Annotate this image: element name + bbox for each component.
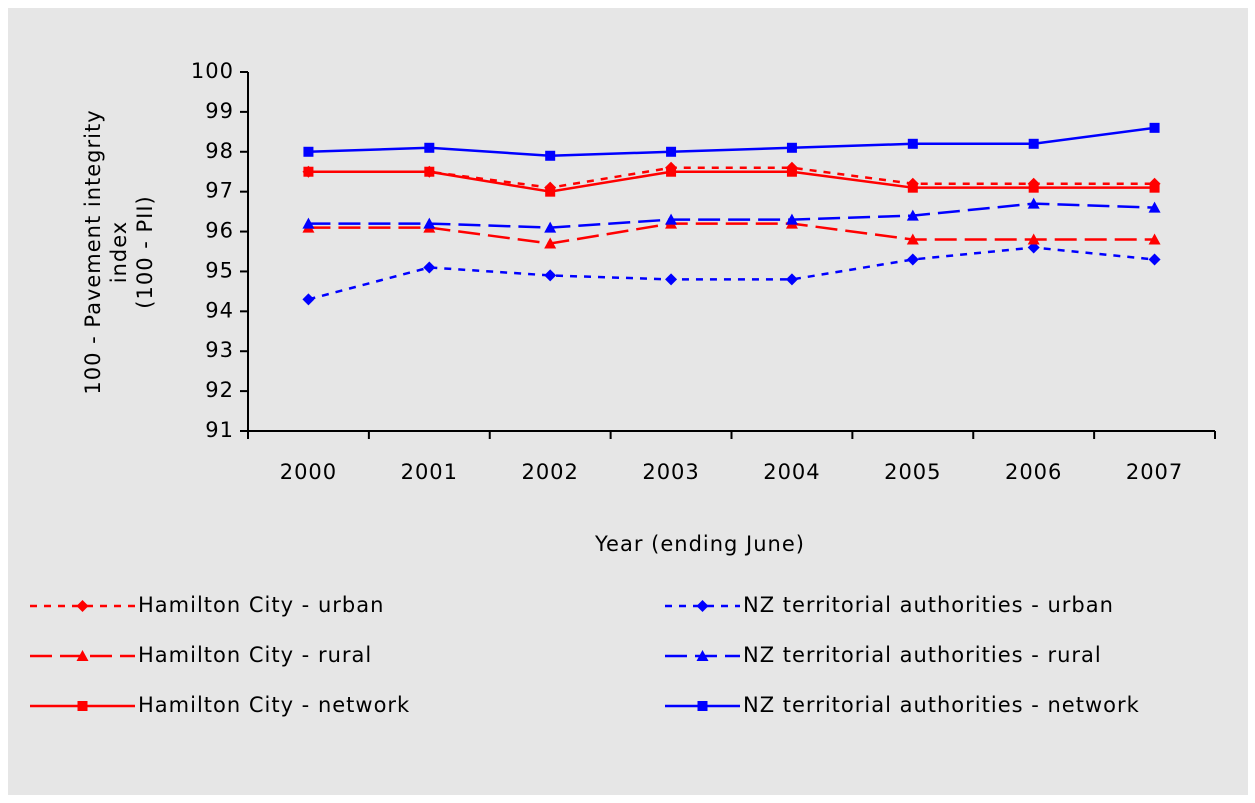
marker (665, 273, 678, 286)
x-tick-label: 2003 (642, 460, 699, 484)
marker (666, 146, 677, 157)
y-tick-label: 92 (205, 378, 234, 402)
marker (1028, 182, 1039, 193)
legend-label: Hamilton City - rural (138, 643, 372, 667)
y-tick-label: 96 (205, 219, 234, 243)
marker (544, 237, 557, 249)
marker (907, 138, 918, 149)
marker (1148, 201, 1161, 213)
marker (1148, 253, 1161, 266)
y-tick-label: 91 (205, 418, 234, 442)
y-tick-label: 99 (205, 99, 234, 123)
marker (1027, 197, 1040, 209)
marker (906, 253, 919, 266)
marker (906, 209, 919, 221)
x-tick-label: 2007 (1126, 460, 1183, 484)
y-axis-label-line: 100 - Pavement integrity (81, 109, 105, 394)
series-line (308, 170, 1155, 193)
marker (786, 166, 797, 177)
x-tick-label: 2000 (280, 460, 337, 484)
legend-label: NZ territorial authorities - network (743, 693, 1140, 717)
legend-marker (76, 650, 89, 661)
marker (786, 142, 797, 153)
legend-label: Hamilton City - urban (138, 593, 384, 617)
marker (1148, 233, 1161, 245)
y-axis-label: 100 - Pavement integrity index (100 - PI… (81, 109, 157, 394)
chart-background (8, 8, 1248, 795)
marker (906, 233, 919, 245)
marker (665, 213, 678, 225)
marker (423, 261, 436, 274)
y-tick-label: 95 (205, 258, 234, 282)
marker (666, 166, 677, 177)
x-tick-label: 2002 (521, 460, 578, 484)
legend-label: NZ territorial authorities - rural (743, 643, 1102, 667)
y-tick-label: 98 (205, 139, 234, 163)
series-line (308, 222, 1155, 245)
series-line (308, 246, 1155, 301)
x-axis-label: Year (ending June) (594, 532, 805, 556)
legend-label: NZ territorial authorities - urban (743, 593, 1114, 617)
marker (302, 293, 315, 306)
x-tick-label: 2004 (763, 460, 820, 484)
x-tick-label: 2005 (884, 460, 941, 484)
legend-marker (77, 701, 88, 711)
y-tick-label: 97 (205, 179, 234, 203)
series-line (308, 202, 1155, 229)
marker (544, 221, 557, 233)
marker (545, 150, 556, 161)
marker (1149, 122, 1160, 133)
marker (302, 217, 315, 229)
marker (1027, 233, 1040, 245)
marker (907, 182, 918, 193)
legend-marker (696, 600, 709, 612)
series-line (308, 126, 1155, 158)
marker (785, 273, 798, 286)
marker (545, 186, 556, 197)
marker (544, 269, 557, 282)
legend-label: Hamilton City - network (138, 693, 410, 717)
x-tick-label: 2006 (1005, 460, 1062, 484)
marker (303, 146, 314, 157)
marker (424, 142, 435, 153)
y-axis-label-line: (100 - PII) (133, 195, 157, 308)
y-tick-label: 93 (205, 338, 234, 362)
x-tick-label: 2001 (401, 460, 458, 484)
legend-marker (697, 701, 708, 711)
marker (303, 166, 314, 177)
legend-marker (76, 600, 89, 612)
marker (424, 166, 435, 177)
marker (1028, 138, 1039, 149)
y-tick-label: 100 (191, 59, 234, 83)
legend-marker (696, 650, 709, 661)
marker (785, 213, 798, 225)
marker (423, 217, 436, 229)
y-axis-label-line: index (107, 221, 131, 283)
marker (1149, 182, 1160, 193)
y-tick-label: 94 (205, 298, 234, 322)
